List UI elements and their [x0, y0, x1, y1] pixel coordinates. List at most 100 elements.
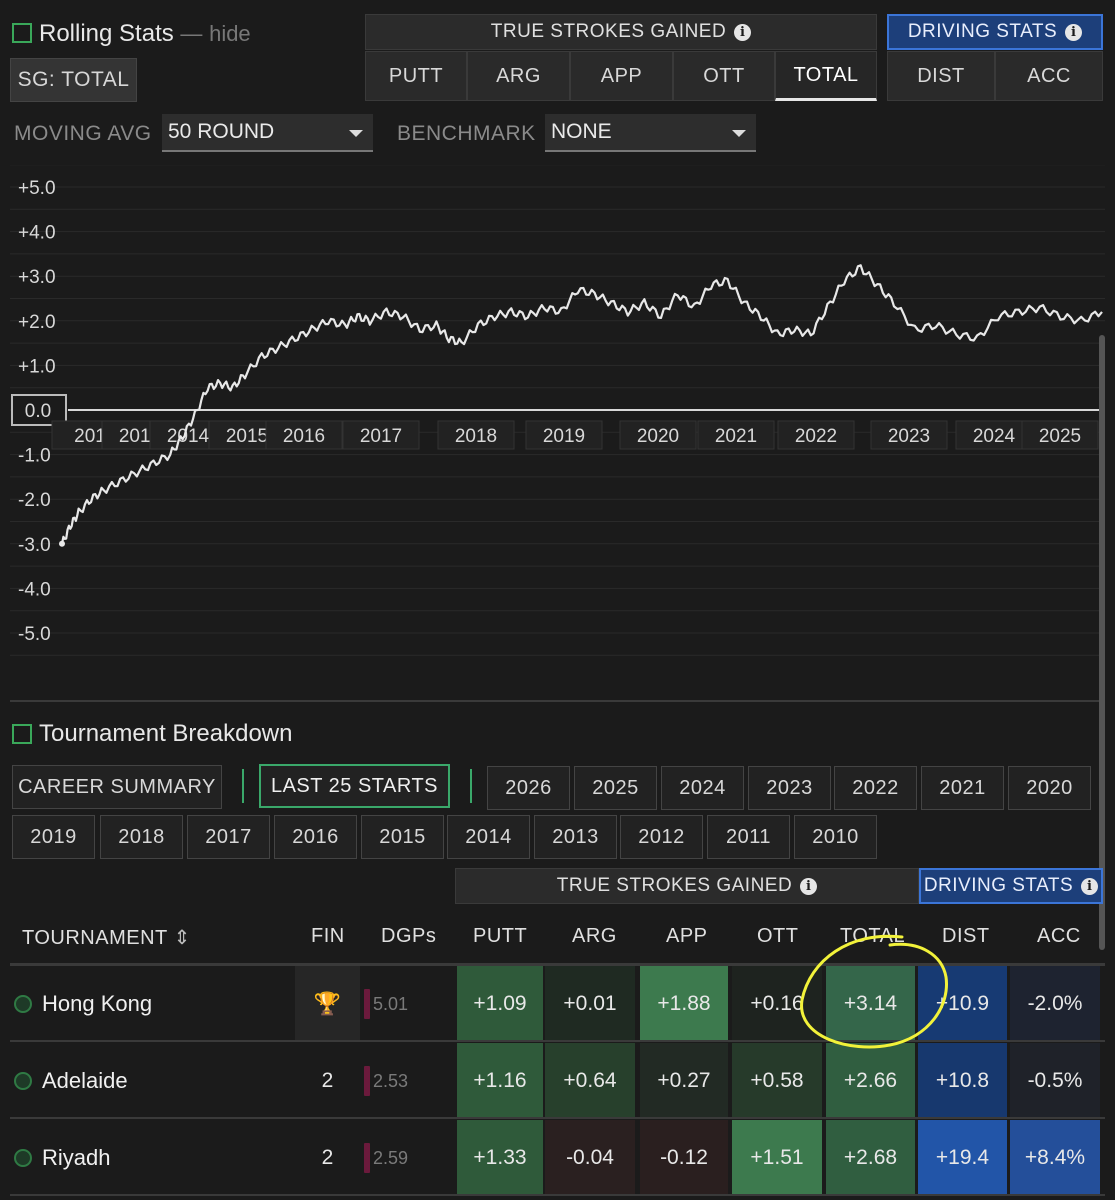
col-header-arg[interactable]: ARG	[572, 925, 617, 947]
year-button-2021[interactable]: 2021	[921, 766, 1004, 810]
total-cell: +2.68	[826, 1120, 915, 1196]
year-button-2026[interactable]: 2026	[487, 766, 570, 810]
year-label: 2024	[973, 426, 1016, 447]
benchmark-select[interactable]: NONE	[545, 114, 756, 152]
series-start-point	[59, 540, 65, 547]
status-dot	[14, 1072, 32, 1090]
app-cell: -0.12	[640, 1120, 728, 1196]
year-label-box	[525, 420, 603, 450]
year-button-2022[interactable]: 2022	[834, 766, 917, 810]
year-button-2013[interactable]: 2013	[534, 815, 617, 859]
tab-putt[interactable]: PUTT	[365, 51, 467, 101]
tournament-name[interactable]: Hong Kong	[14, 966, 152, 1042]
mode-separator	[470, 769, 472, 803]
tab-acc[interactable]: ACC	[995, 51, 1103, 101]
year-label: 2023	[888, 426, 930, 447]
dgps-bar	[364, 1066, 370, 1096]
tab-total[interactable]: TOTAL	[775, 51, 877, 101]
y-tick-label: +3.0	[18, 267, 56, 288]
career-summary-button[interactable]: CAREER SUMMARY	[12, 765, 222, 809]
year-button-2024[interactable]: 2024	[661, 766, 744, 810]
total-cell: +2.66	[826, 1043, 915, 1119]
dist-cell: +10.9	[918, 966, 1007, 1042]
tab-ott[interactable]: OTT	[673, 51, 775, 101]
year-button-2020[interactable]: 2020	[1008, 766, 1091, 810]
dgps-value: 2.53	[373, 1070, 409, 1091]
driving-group-label: DRIVING STATS	[907, 21, 1058, 42]
hide-link[interactable]: hide	[209, 21, 251, 46]
year-label: 2022	[795, 426, 837, 447]
year-button-2012[interactable]: 2012	[620, 815, 703, 859]
y-tick-label: +2.0	[18, 312, 56, 333]
year-label-box	[777, 420, 855, 450]
year-label-box	[265, 420, 343, 450]
tab-app[interactable]: APP	[570, 51, 673, 101]
year-button-2025[interactable]: 2025	[574, 766, 657, 810]
sort-icon[interactable]: ⇕	[173, 927, 191, 949]
year-label: 201	[74, 426, 106, 447]
year-button-2023[interactable]: 2023	[748, 766, 831, 810]
dgps-value: 2.59	[373, 1147, 409, 1168]
col-tournament-label: TOURNAMENT	[22, 927, 168, 949]
section-divider	[10, 700, 1105, 702]
app-cell: +0.27	[640, 1043, 728, 1119]
year-button-2019[interactable]: 2019	[12, 815, 95, 859]
dgps-value: 5.01	[373, 993, 409, 1014]
acc-cell: -2.0%	[1010, 966, 1100, 1042]
tab-arg[interactable]: ARG	[467, 51, 570, 101]
info-icon[interactable]: i	[1065, 23, 1083, 41]
finish-cell: 2	[321, 1146, 334, 1169]
rolling-stats-title: Rolling Stats — hide	[39, 20, 251, 48]
status-dot	[14, 1149, 32, 1167]
y-tick-label: -5.0	[18, 624, 51, 645]
year-label-box	[342, 420, 420, 450]
y-tick-label: 0.0	[25, 401, 51, 422]
chevron-down-icon	[732, 130, 746, 137]
y-tick-label: -4.0	[18, 579, 51, 600]
row-separator	[10, 1194, 1105, 1196]
row-separator	[10, 1040, 1105, 1042]
year-button-2010[interactable]: 2010	[794, 815, 877, 859]
scrollbar[interactable]	[1099, 335, 1105, 950]
col-header-dgps[interactable]: DGPs	[381, 925, 437, 947]
year-label: 2015	[226, 426, 268, 447]
info-icon[interactable]: i	[734, 23, 752, 41]
year-button-2018[interactable]: 2018	[100, 815, 183, 859]
info-icon[interactable]: i	[1081, 877, 1099, 895]
last-25-starts-button[interactable]: LAST 25 STARTS	[259, 764, 450, 808]
sg-total-badge[interactable]: SG: TOTAL	[10, 58, 137, 102]
tournament-name[interactable]: Riyadh	[14, 1120, 110, 1196]
col-header-tournament[interactable]: TOURNAMENT ⇕	[22, 925, 191, 950]
moving-avg-label: MOVING AVG	[14, 122, 152, 145]
col-header-fin[interactable]: FIN	[311, 925, 345, 947]
tournament-breakdown-checkbox[interactable]	[12, 724, 32, 744]
year-button-2014[interactable]: 2014	[447, 815, 530, 859]
dgps-cell: 2.59	[364, 1120, 408, 1196]
col-header-ott[interactable]: OTT	[757, 925, 799, 947]
tab-dist[interactable]: DIST	[887, 51, 995, 101]
ott-cell: +0.58	[732, 1043, 822, 1119]
info-icon[interactable]: i	[800, 877, 818, 895]
table-sg-group-label: TRUE STROKES GAINED	[556, 875, 793, 896]
year-button-2011[interactable]: 2011	[707, 815, 790, 859]
year-label: 2019	[543, 426, 585, 447]
rolling-stats-title-text: Rolling Stats	[39, 20, 174, 47]
tournament-name[interactable]: Adelaide	[14, 1043, 128, 1119]
arg-cell: -0.04	[545, 1120, 635, 1196]
col-header-acc[interactable]: ACC	[1037, 925, 1081, 947]
moving-avg-select[interactable]: 50 ROUND	[162, 114, 373, 152]
col-header-dist[interactable]: DIST	[942, 925, 990, 947]
dgps-cell: 5.01	[364, 966, 408, 1042]
col-header-app[interactable]: APP	[666, 925, 708, 947]
true-strokes-gained-group-header: TRUE STROKES GAINED i	[365, 14, 877, 50]
app-cell: +1.88	[640, 966, 728, 1042]
arg-cell: +0.01	[545, 966, 635, 1042]
y-tick-label: -3.0	[18, 535, 51, 556]
tournament-name-text: Riyadh	[42, 1145, 111, 1170]
year-button-2015[interactable]: 2015	[361, 815, 444, 859]
year-button-2017[interactable]: 2017	[187, 815, 270, 859]
col-header-putt[interactable]: PUTT	[473, 925, 528, 947]
rolling-stats-checkbox[interactable]	[12, 23, 32, 43]
year-button-2016[interactable]: 2016	[274, 815, 357, 859]
dgps-cell: 2.53	[364, 1043, 408, 1119]
